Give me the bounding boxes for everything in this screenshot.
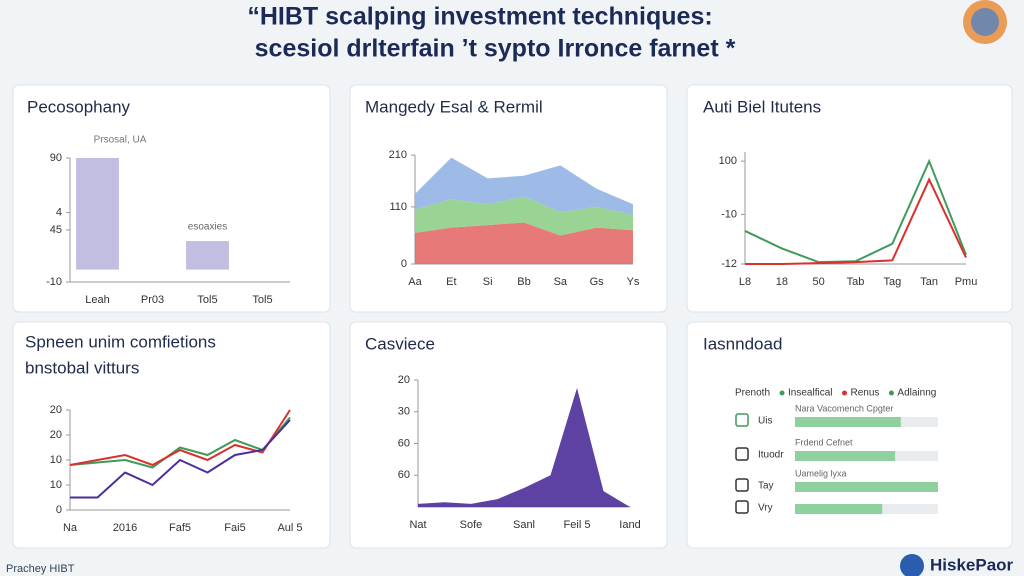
y-tick-label: 30 [398, 406, 410, 418]
footer-text: Prachey HIBT [6, 563, 75, 575]
panel [349, 321, 668, 549]
legend-item: Insealfical [788, 388, 832, 399]
area [415, 196, 633, 236]
x-tick-label: Aa [408, 276, 422, 288]
bar [795, 482, 938, 492]
area [415, 157, 633, 215]
chart-title: Casviece [365, 334, 435, 353]
page-subtitle: scesiol drlterfain ’t sypto Irronce farn… [255, 35, 736, 63]
x-tick-label: Nat [409, 519, 426, 531]
line [69, 416, 291, 469]
x-tick-label: L8 [739, 276, 751, 288]
chart-title: Spneen unim comfietions [25, 332, 216, 351]
x-tick-label: Leah [85, 294, 109, 306]
chart-title: Mangedy Esal & Rermil [365, 97, 543, 116]
y-tick-label: 20 [398, 374, 410, 386]
chart-title: Auti Biel Itutens [703, 97, 821, 116]
x-tick-label: Iand [619, 519, 640, 531]
x-tick-label: Fai5 [224, 522, 245, 534]
line [69, 409, 291, 467]
x-tick-label: Tol5 [252, 294, 272, 306]
y-tick-label: 60 [398, 469, 410, 481]
area [418, 387, 630, 507]
page-title: “HIBT scalping investment techniques: [247, 3, 712, 31]
area [415, 222, 633, 264]
panel [686, 321, 1013, 549]
bar-label: esoaxies [188, 222, 227, 233]
bar [76, 158, 119, 270]
x-tick-label: Pmu [955, 276, 978, 288]
x-tick-label: Et [446, 276, 456, 288]
x-tick-label: Tan [920, 276, 938, 288]
y-tick-label: -10 [721, 208, 737, 220]
legend-item: Renus [851, 388, 880, 399]
panel [12, 321, 331, 549]
row-label: Vry [758, 503, 773, 514]
chart-subtitle: Prsosal, UA [94, 135, 147, 146]
x-tick-label: Pr03 [141, 294, 164, 306]
y-tick-label: 20 [50, 404, 62, 416]
logo-inner [971, 8, 999, 36]
x-tick-label: Tab [847, 276, 865, 288]
line [70, 419, 291, 499]
row-note: Nara Vacomench Cpgter [795, 403, 893, 413]
row-note: Uamelig lyxa [795, 468, 847, 478]
row-label: Uis [758, 416, 772, 427]
icon [735, 447, 749, 461]
x-tick-label: 2016 [113, 522, 137, 534]
legend-dot [888, 390, 894, 396]
x-tick-label: 18 [776, 276, 788, 288]
y-tick-label: 90 [50, 152, 62, 164]
y-tick-label: 4 [56, 206, 62, 218]
legend-item: Prenoth [735, 388, 770, 399]
x-tick-label: Na [63, 522, 78, 534]
y-tick-label: 100 [719, 155, 737, 167]
x-tick-label: Sofe [460, 519, 483, 531]
x-tick-label: Si [483, 276, 493, 288]
x-tick-label: Aul 5 [277, 522, 302, 534]
panel [686, 84, 1013, 313]
bar [186, 241, 229, 270]
x-tick-label: Tag [883, 276, 901, 288]
y-tick-label: 0 [56, 504, 62, 516]
brand: HiskePaor [930, 555, 1014, 574]
x-tick-label: Ys [627, 276, 640, 288]
brand-icon [900, 554, 924, 576]
x-tick-label: Tol5 [197, 294, 217, 306]
x-tick-label: Faf5 [169, 522, 191, 534]
y-tick-label: -10 [46, 276, 62, 288]
x-tick-label: Sanl [513, 519, 535, 531]
x-tick-label: Sa [554, 276, 568, 288]
y-tick-label: 60 [398, 437, 410, 449]
chart-title-2: bnstobal vitturs [25, 358, 139, 377]
chart-title: Pecosophany [27, 97, 131, 116]
x-tick-label: Feil 5 [564, 519, 591, 531]
y-tick-label: 20 [50, 429, 62, 441]
icon [735, 500, 749, 514]
line [745, 177, 967, 265]
row-label: Tay [758, 481, 774, 492]
legend-item: Adlainng [897, 388, 936, 399]
bar [795, 417, 901, 427]
y-tick-label: 10 [50, 454, 62, 466]
y-tick-label: 10 [50, 479, 62, 491]
icon [735, 478, 749, 492]
bar [795, 504, 883, 514]
y-tick-label: 0 [401, 258, 407, 270]
row-note: Frdend Cefnet [795, 437, 853, 447]
y-tick-label: 45 [50, 224, 62, 236]
y-tick-label: 210 [389, 149, 407, 161]
bar [795, 451, 896, 461]
x-tick-label: Gs [590, 276, 605, 288]
chart-title: Iasnndoad [703, 334, 782, 353]
x-tick-label: Bb [517, 276, 530, 288]
y-tick-label: 110 [389, 201, 407, 213]
icon [735, 413, 749, 427]
legend-dot [779, 390, 785, 396]
row-label: Ituodr [758, 450, 784, 461]
legend-dot [842, 390, 847, 396]
y-tick-label: -12 [721, 258, 737, 270]
x-tick-label: 50 [813, 276, 825, 288]
